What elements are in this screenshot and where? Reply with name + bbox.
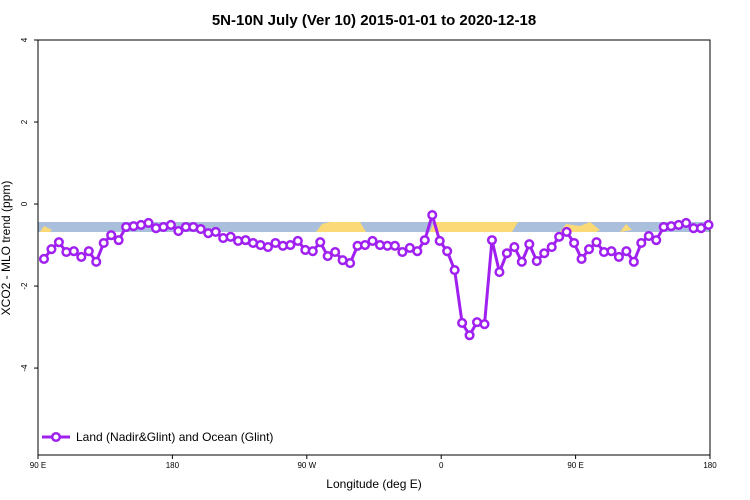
land-patch [40,226,52,232]
data-point [322,251,333,262]
data-point [412,246,423,257]
data-point [285,239,296,251]
data-point [195,223,206,235]
data-point [569,237,580,249]
data-point [613,251,624,262]
legend-label: Land (Nadir&Glint) and Ocean (Glint) [76,430,273,444]
land-patch [316,222,366,232]
data-point [330,246,341,258]
data-point [531,255,542,267]
data-point [419,235,430,246]
data-point [106,230,117,241]
data-point [76,251,87,262]
x-tick-label: 0 [439,461,444,470]
land-patch [620,224,632,232]
data-point [427,210,438,221]
data-point [509,242,520,253]
data-point [516,256,527,267]
plot-frame [37,39,711,456]
chart-title: 5N-10N July (Ver 10) 2015-01-01 to 2020-… [212,12,536,29]
data-point [113,235,124,246]
data-point [68,246,79,257]
legend-marker [50,431,62,443]
data-point [479,319,490,330]
data-point [292,235,303,246]
data-point [539,248,550,259]
data-point [315,237,326,248]
data-point [225,231,236,242]
data-point [307,246,318,257]
data-point [173,226,184,237]
data-point [143,217,154,228]
data-point [621,246,632,257]
y-axis-label: XCO2 - MLO trend (ppm) [0,181,13,316]
data-point [681,217,692,228]
y-tick-label: 0 [20,201,29,206]
data-point [554,231,565,242]
x-axis-label: Longitude (deg E) [326,477,421,491]
ocean-strip [38,222,710,232]
data-point [606,246,617,257]
series-line [42,209,710,339]
data-point [494,267,505,278]
data-point [449,265,460,276]
data-point [651,235,662,246]
data-point [83,246,94,257]
y-tick-label: -4 [20,364,29,372]
data-point [561,226,572,237]
x-tick-label: 90 E [567,461,583,470]
data-point [636,237,647,249]
data-point [359,239,371,251]
data-point [389,240,400,251]
data-point [524,239,535,250]
data-point [367,235,378,246]
data-point [262,242,274,253]
y-tick-label: 4 [20,37,29,42]
data-point [703,219,714,230]
data-point [397,246,408,258]
data-point [46,244,57,255]
data-point [643,230,654,242]
y-tick-label: 2 [20,119,29,124]
data-point [53,237,64,248]
data-point [457,317,468,329]
x-tick-label: 90 W [297,461,316,470]
data-point [583,244,595,255]
data-point [442,246,453,257]
data-point [38,253,50,265]
data-point [165,219,176,230]
x-tick-label: 90 E [30,461,46,470]
data-point [486,235,498,246]
data-point [628,256,639,267]
x-tick-label: 180 [166,461,180,470]
data-point [501,248,512,259]
data-point [546,242,557,253]
data-point [91,256,102,267]
data-point [591,237,602,248]
x-tick-label: 180 [703,461,717,470]
land-patch [430,222,518,232]
data-point [464,330,475,341]
data-point [434,235,445,246]
data-point [576,253,587,265]
data-point [98,237,109,249]
data-point [345,258,356,269]
data-point [210,226,221,237]
y-tick-label: -2 [20,282,29,290]
